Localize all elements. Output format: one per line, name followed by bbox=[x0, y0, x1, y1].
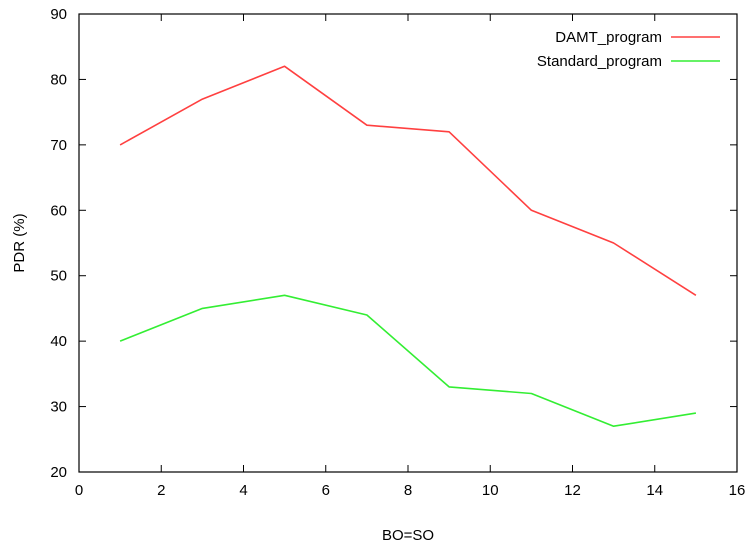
tick-labels: 0 2 4 6 8 10 12 14 16 20 30 40 50 60 70 80 90 bbox=[50, 6, 745, 499]
y-tick-label: 40 bbox=[50, 333, 67, 350]
x-tick-label: 2 bbox=[157, 482, 165, 499]
axis-ticks bbox=[78, 13, 738, 473]
legend: DAMT_program Standard_program bbox=[537, 29, 720, 70]
y-tick-label: 30 bbox=[50, 399, 67, 416]
x-tick-label: 10 bbox=[482, 482, 499, 499]
legend-label: Standard_program bbox=[537, 53, 662, 70]
y-tick-label: 60 bbox=[50, 202, 67, 219]
x-tick-label: 8 bbox=[404, 482, 412, 499]
x-tick-label: 12 bbox=[564, 482, 581, 499]
series-lines bbox=[119, 65, 697, 428]
legend-label: DAMT_program bbox=[555, 29, 662, 46]
y-axis-title: PDR (%) bbox=[11, 213, 28, 272]
y-tick-label: 50 bbox=[50, 268, 67, 285]
y-tick-label: 20 bbox=[50, 464, 67, 481]
x-tick-label: 6 bbox=[322, 482, 330, 499]
x-tick-label: 0 bbox=[75, 482, 83, 499]
plot-frame bbox=[78, 13, 738, 473]
y-tick-label: 90 bbox=[50, 6, 67, 23]
series-line-2 bbox=[119, 294, 697, 428]
x-tick-label: 4 bbox=[239, 482, 247, 499]
x-tick-label: 16 bbox=[729, 482, 746, 499]
series-line-1 bbox=[119, 65, 697, 296]
x-axis-title: BO=SO bbox=[382, 527, 434, 544]
y-tick-label: 70 bbox=[50, 137, 67, 154]
y-tick-label: 80 bbox=[50, 71, 67, 88]
x-tick-label: 14 bbox=[646, 482, 663, 499]
